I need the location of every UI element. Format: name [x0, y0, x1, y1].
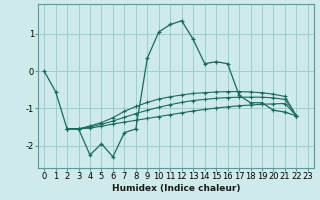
X-axis label: Humidex (Indice chaleur): Humidex (Indice chaleur)	[112, 184, 240, 193]
